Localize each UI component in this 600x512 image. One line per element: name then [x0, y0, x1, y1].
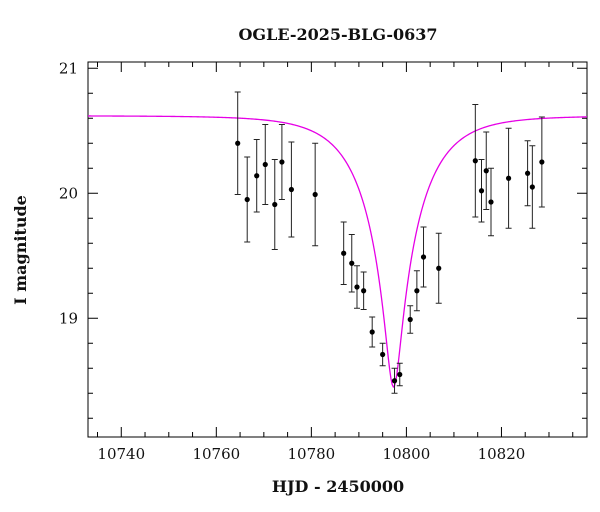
data-point — [272, 201, 278, 208]
data-point — [262, 161, 268, 168]
data-point — [524, 170, 531, 176]
axis-ticks — [88, 62, 587, 437]
x-tick-label: 10760 — [192, 445, 240, 463]
data-point — [420, 254, 427, 260]
x-axis-label: HJD - 2450000 — [272, 477, 404, 496]
x-tick-label: 10780 — [288, 445, 336, 463]
data-point — [472, 158, 478, 164]
data-point — [380, 351, 386, 358]
data-point — [341, 250, 347, 256]
data-point — [478, 188, 485, 194]
data-point — [529, 184, 535, 190]
x-tick-label: 10820 — [478, 445, 526, 463]
data-point — [349, 260, 355, 266]
y-axis-label: I magnitude — [11, 195, 30, 305]
data-point — [539, 159, 545, 165]
y-tick-label: 20 — [59, 184, 78, 202]
x-tick-label: 10800 — [383, 445, 431, 463]
data-point — [279, 159, 285, 165]
data-point — [488, 199, 494, 205]
chart-title: OGLE-2025-BLG-0637 — [238, 25, 437, 44]
data-point — [436, 265, 442, 271]
data-point — [369, 329, 375, 335]
data-point — [244, 196, 250, 203]
data-point — [397, 371, 403, 378]
y-tick-label: 21 — [59, 59, 78, 77]
data-points — [234, 91, 545, 394]
data-point — [288, 186, 295, 193]
data-point — [505, 175, 512, 181]
data-point — [235, 140, 241, 146]
data-point — [312, 191, 318, 198]
data-point — [254, 173, 260, 179]
x-tick-label: 10740 — [97, 445, 145, 463]
model-curve — [88, 115, 588, 389]
data-point — [391, 378, 398, 384]
data-point — [361, 288, 367, 294]
data-point — [354, 284, 360, 290]
plot-area-frame — [87, 61, 588, 438]
y-tick-label: 19 — [59, 309, 78, 327]
data-point — [407, 316, 413, 323]
x-tick-labels: 10740 10760 10780 10800 10820 — [97, 445, 525, 463]
y-tick-labels: 19 20 21 — [59, 59, 78, 327]
data-point — [414, 288, 420, 294]
data-point — [483, 168, 489, 174]
